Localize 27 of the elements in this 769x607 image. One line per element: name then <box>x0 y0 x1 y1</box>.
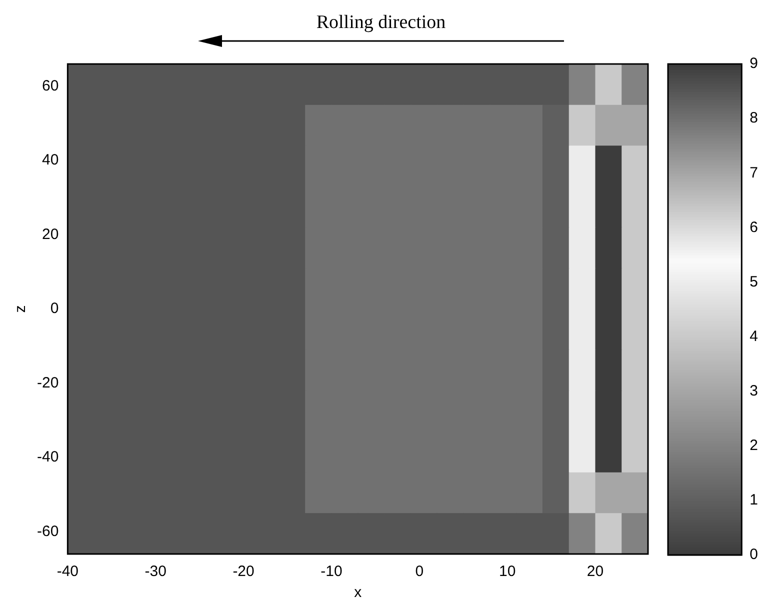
color-bar-label: 8 <box>750 110 758 127</box>
color-bar-label: 3 <box>750 382 758 400</box>
y-tick-label: 40 <box>42 152 59 169</box>
y-tick-label: 0 <box>50 300 59 318</box>
y-axis-title: z <box>12 305 30 313</box>
color-bar-label: 5 <box>750 273 758 290</box>
x-tick-label: 10 <box>498 563 516 580</box>
y-tick-label: -40 <box>36 448 59 466</box>
color-bar-label: 6 <box>750 218 758 236</box>
x-tick-label: -40 <box>56 563 79 580</box>
y-tick-label: 60 <box>42 77 59 94</box>
x-tick-label: -30 <box>144 563 166 580</box>
y-tick-label: -20 <box>36 374 59 392</box>
x-tick-label: 0 <box>415 563 424 580</box>
text: Rolling direction <box>316 12 446 34</box>
color-bar-label: 0 <box>750 546 758 564</box>
x-axis-title: x <box>354 584 362 602</box>
color-bar-label: 9 <box>750 55 758 72</box>
y-tick-label: -60 <box>36 522 59 540</box>
color-bar-label: 1 <box>750 492 758 509</box>
x-tick-label: -20 <box>232 563 254 580</box>
color-bar-label: 2 <box>750 437 758 454</box>
y-tick-label: 20 <box>42 226 59 243</box>
x-tick-label: -10 <box>320 563 342 580</box>
x-tick-label: 20 <box>586 563 604 580</box>
color-bar-label: 4 <box>750 328 758 345</box>
color-bar-label: 7 <box>750 164 758 182</box>
